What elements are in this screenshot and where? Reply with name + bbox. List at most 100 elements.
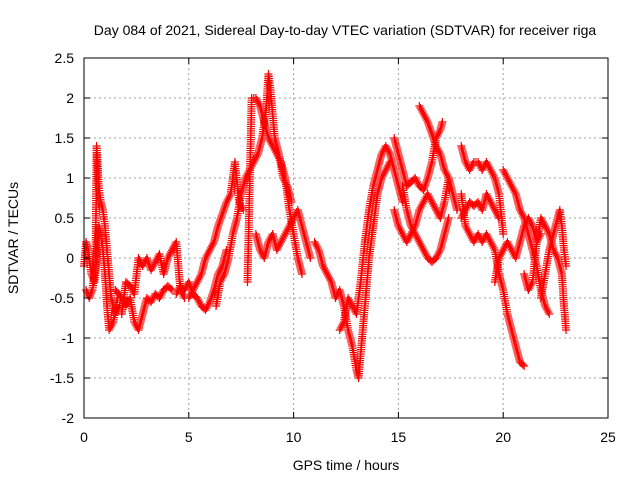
axis-ticks	[83, 57, 609, 419]
data-point	[207, 292, 216, 300]
x-axis-tick-labels: 0 5 10 15 20 25	[80, 429, 616, 445]
series-sat-track-10	[310, 158, 395, 382]
y-tick-label: -1	[62, 330, 75, 346]
y-tick-label: -2	[62, 410, 75, 426]
data-point	[86, 292, 95, 300]
series-sat-track-22	[536, 206, 571, 302]
chart-title: Day 084 of 2021, Sidereal Day-to-day VTE…	[94, 22, 597, 38]
data-point	[426, 126, 435, 134]
data-point	[435, 128, 444, 136]
data-point	[495, 214, 504, 222]
x-tick-label: 5	[185, 429, 193, 445]
data-point	[144, 258, 153, 266]
data-point	[218, 210, 227, 218]
data-point	[518, 360, 527, 369]
data-point	[221, 200, 230, 208]
data-point	[275, 156, 284, 164]
data-point	[428, 132, 437, 140]
series-sat-track-18	[457, 190, 529, 370]
plot-frame	[83, 57, 609, 419]
data-point	[562, 262, 571, 270]
x-tick-label: 0	[80, 429, 88, 445]
data-point	[489, 244, 498, 252]
data-point	[423, 118, 432, 126]
data-point	[489, 172, 498, 180]
series-sat-track-9	[251, 206, 315, 262]
data-point	[166, 284, 175, 293]
data-point	[493, 212, 502, 220]
data-point	[429, 134, 438, 142]
data-point	[326, 276, 335, 284]
series-sat-track-19	[490, 214, 545, 286]
x-axis-label: GPS time / hours	[293, 457, 400, 473]
data-point	[219, 272, 228, 280]
data-point	[430, 138, 439, 146]
data-point	[220, 204, 229, 212]
x-tick-label: 10	[286, 429, 302, 445]
y-tick-label: 2.5	[55, 50, 75, 66]
y-tick-label: 2	[66, 90, 74, 106]
data-point	[108, 320, 117, 328]
series-sat-track-2	[82, 142, 124, 318]
data-point	[196, 272, 205, 280]
data-point	[424, 120, 433, 128]
data-point	[419, 186, 428, 194]
data-point	[425, 124, 434, 132]
data-point	[204, 300, 213, 308]
data-point	[208, 290, 217, 298]
data-point	[217, 212, 226, 220]
y-tick-label: -1.5	[50, 370, 74, 386]
y-axis-tick-labels: -2 -1.5 -1 -0.5 0 0.5 1 1.5 2 2.5	[50, 50, 74, 426]
data-point	[444, 214, 453, 222]
data-point	[427, 130, 436, 138]
data-point	[527, 280, 536, 288]
data-point	[207, 294, 216, 302]
data-point	[225, 192, 234, 200]
data-point	[205, 298, 214, 306]
data-point	[195, 298, 204, 306]
data-point	[423, 176, 432, 184]
data-point	[252, 152, 261, 160]
data-point	[425, 122, 434, 130]
data-point	[184, 278, 193, 286]
y-tick-label: 1.5	[55, 130, 75, 146]
data-point	[384, 148, 393, 156]
data-point	[219, 208, 228, 216]
data-point	[552, 252, 561, 260]
data-point	[438, 118, 447, 126]
data-point	[216, 214, 225, 222]
data-points	[80, 70, 571, 382]
data-point	[430, 136, 439, 144]
data-point	[545, 310, 554, 318]
data-point	[86, 290, 95, 298]
data-point	[520, 362, 529, 370]
data-point	[422, 178, 431, 186]
series-sat-track-8	[243, 94, 306, 286]
data-point	[544, 308, 553, 316]
y-tick-label: 1	[66, 170, 74, 186]
data-point	[435, 248, 444, 256]
data-point	[421, 180, 430, 188]
data-point	[338, 320, 347, 328]
data-point	[519, 212, 528, 220]
data-point	[420, 184, 429, 192]
data-point	[216, 216, 225, 224]
data-point	[443, 172, 452, 180]
data-point	[87, 288, 96, 296]
data-point	[221, 202, 230, 210]
data-point	[453, 206, 462, 214]
data-point	[214, 220, 223, 228]
data-point	[435, 148, 444, 156]
data-point	[219, 206, 228, 214]
data-point	[255, 100, 264, 108]
series-sat-track-14	[398, 182, 453, 266]
data-point	[420, 182, 429, 190]
y-tick-label: 0.5	[55, 210, 75, 226]
series-sat-track-3	[111, 282, 177, 334]
data-point	[214, 222, 223, 230]
y-tick-label: 0	[66, 250, 74, 266]
y-axis-label: SDTVAR / TECUs	[5, 182, 21, 294]
data-point	[510, 188, 519, 196]
